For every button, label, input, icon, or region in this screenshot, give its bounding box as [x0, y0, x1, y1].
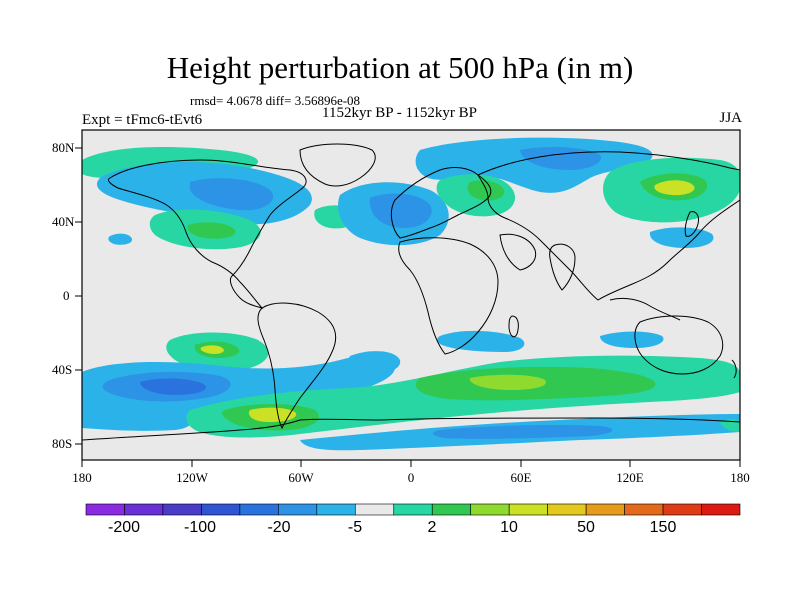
colorbar: -200 -100 -20 -5 2 10 50 150	[85, 503, 741, 536]
contour-small-green-east	[720, 419, 740, 432]
plot-title: Height perturbation at 500 hPa (in m)	[166, 50, 634, 85]
coast-africa	[398, 237, 499, 355]
colorbar-box	[278, 503, 318, 516]
lon-tick-label: 0	[408, 470, 415, 485]
lon-tick-label: 180	[730, 470, 750, 485]
colorbar-box	[585, 503, 625, 516]
coast-north-america	[107, 159, 307, 309]
coast-asia	[477, 151, 740, 301]
contour-blue-atlantic-inner	[369, 193, 432, 228]
contour-blue-south-indian	[437, 330, 525, 352]
colorbar-label: -20	[267, 519, 290, 536]
colorbar-box	[701, 503, 741, 516]
coast-madagascar	[508, 315, 519, 338]
contour-yellow-west-ant	[248, 407, 297, 422]
colorbar-label: -200	[108, 519, 140, 536]
period-label: 1152kyr BP - 1152kyr BP	[322, 105, 478, 121]
experiment-label: Expt = tFmc6-tEvt6	[82, 112, 203, 128]
season-label: JJA	[719, 110, 742, 126]
contour-yellow-antarctic	[469, 374, 546, 390]
lat-tick-label: 80N	[52, 140, 75, 155]
coast-india	[549, 243, 576, 291]
colorbar-boxes	[85, 503, 741, 516]
contour-yellow-east-asia	[654, 180, 695, 196]
colorbar-box	[162, 503, 202, 516]
coast-south-america	[257, 302, 337, 430]
coast-new-zealand	[731, 359, 737, 379]
contour-blue-south-band	[82, 355, 396, 418]
coastlines	[82, 143, 740, 441]
coast-australia	[634, 315, 724, 375]
contour-blue-atlantic-south	[348, 351, 401, 374]
contour-north-blue-na-inner	[190, 178, 274, 211]
colorbar-box	[85, 503, 125, 516]
coast-europe	[390, 167, 492, 239]
colorbar-label: 150	[650, 519, 677, 536]
colorbar-box	[124, 503, 164, 516]
contour-blue-nw-pacific	[649, 227, 714, 248]
colorbar-box	[662, 503, 702, 516]
lat-tick-label: 40N	[52, 214, 75, 229]
colorbar-box	[431, 503, 472, 516]
coast-greenland	[299, 143, 376, 187]
colorbar-box	[470, 503, 510, 516]
colorbar-box	[239, 503, 279, 516]
colorbar-label: 50	[577, 519, 595, 536]
lon-tick-label: 60W	[288, 470, 314, 485]
lat-tick-label: 80S	[52, 436, 72, 451]
contour-yellow-south-pacific	[200, 345, 224, 354]
contour-small-blue-pacific	[108, 233, 133, 245]
coast-antarctica	[82, 417, 740, 441]
colorbar-box	[624, 503, 664, 516]
latitude-axis: 80N 40N 0 40S 80S	[52, 140, 82, 451]
contour-blue-south-pacific-east	[600, 331, 664, 348]
colorbar-box	[547, 503, 587, 516]
colorbar-box	[316, 503, 356, 516]
contour-blue-antarctic-inner	[433, 425, 613, 439]
lon-tick-label: 180	[72, 470, 92, 485]
contour-blue-south-deep	[140, 378, 206, 395]
map-panel	[81, 129, 741, 461]
colorbar-label: 2	[428, 519, 437, 536]
colorbar-box	[201, 503, 241, 516]
colorbar-box	[508, 503, 548, 516]
coast-japan	[684, 211, 699, 237]
stats-text: rmsd= 4.0678 diff= 3.56896e-08	[190, 93, 361, 108]
contour-green-na-inner	[187, 222, 236, 239]
coast-arabia	[499, 233, 537, 271]
lon-tick-label: 120W	[176, 470, 209, 485]
colorbar-label: -100	[184, 519, 216, 536]
contour-blue-south-pacific-ice	[82, 402, 193, 431]
colorbar-box	[393, 503, 433, 516]
colorbar-label: 10	[500, 519, 518, 536]
lat-tick-label: 0	[63, 288, 70, 303]
lat-tick-label: 40S	[52, 362, 72, 377]
colorbar-label: -5	[348, 519, 362, 536]
colorbar-box	[354, 503, 395, 516]
lon-tick-label: 120E	[616, 470, 644, 485]
longitude-axis: 180 120W 60W 0 60E 120E 180	[72, 460, 750, 485]
lon-tick-label: 60E	[511, 470, 532, 485]
colorbar-labels: -200 -100 -20 -5 2 10 50 150	[108, 519, 676, 536]
